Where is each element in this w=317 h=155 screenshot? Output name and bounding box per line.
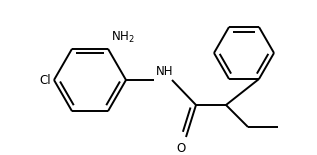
Text: O: O xyxy=(176,142,186,155)
Text: NH: NH xyxy=(156,65,173,78)
Text: Cl: Cl xyxy=(39,73,51,86)
Text: NH$_2$: NH$_2$ xyxy=(111,30,135,45)
